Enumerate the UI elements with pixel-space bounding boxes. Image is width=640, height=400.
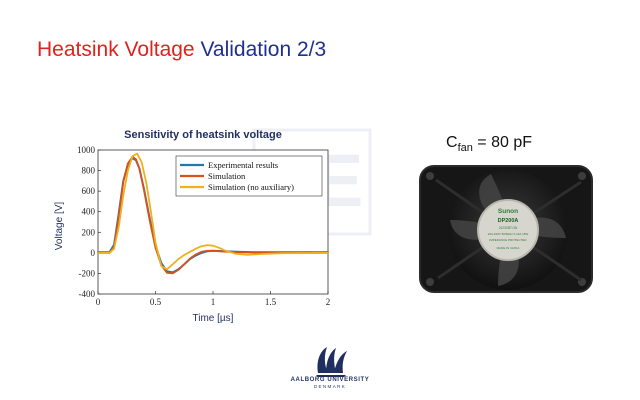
chart-x-axis-label: Time [µs] [193, 313, 234, 324]
heatsink-voltage-chart: Sensitivity of heatsink voltage Voltage … [48, 122, 338, 327]
series-line-3 [97, 152, 329, 271]
x-tick-label: 1 [211, 297, 216, 307]
cfan-subscript: fan [457, 142, 473, 155]
fan-sticker-line5: MADE IN CHINA [497, 246, 520, 250]
chart-title: Sensitivity of heatsink voltage [124, 129, 282, 141]
y-tick-label: 0 [91, 248, 96, 258]
slide-title: Heatsink Voltage Validation 2/3 [37, 37, 326, 63]
fan-sticker-line2: 2123XBT.GN [499, 226, 518, 230]
university-logo [316, 347, 347, 377]
x-tick-label: 0.5 [150, 297, 162, 307]
chart-svg: Sensitivity of heatsink voltage Voltage … [54, 129, 331, 324]
legend-label-3: Simulation (no auxiliary) [208, 182, 294, 192]
y-tick-label: 1000 [77, 145, 96, 155]
legend-label-2: Simulation [208, 171, 246, 181]
y-tick-label: 600 [82, 186, 96, 196]
title-rest: Validation 2/3 [194, 38, 327, 61]
y-tick-label: -400 [79, 289, 96, 299]
cooling-fan-image: Sunon DP200A 2123XBT.GN 220-240V 50/60Hz… [419, 165, 593, 293]
y-tick-label: -200 [79, 268, 96, 278]
y-tick-label: 800 [82, 166, 96, 176]
fan-sticker-line4: IMPEDANCE PROTECTED [489, 238, 527, 242]
title-highlight: Heatsink Voltage [37, 38, 195, 61]
fan-sticker-model: DP200A [498, 218, 519, 224]
cfan-value: = 80 pF [472, 134, 533, 151]
x-tick-label: 2 [326, 297, 331, 307]
y-tick-label: 400 [82, 207, 96, 217]
series-line-2 [97, 155, 329, 275]
legend-label-1: Experimental results [208, 160, 278, 170]
university-country: DENMARK [313, 384, 347, 389]
chart-y-axis-label: Voltage [V] [54, 202, 65, 251]
x-tick-label: 0 [96, 297, 101, 307]
fan-capacitance-label: Cfan = 80 pF [446, 134, 532, 154]
fan-sticker-line3: 220-240V 50/60Hz 0.14A 15W [488, 232, 529, 236]
university-name: AALBORG UNIVERSITY [290, 377, 370, 383]
x-tick-label: 1.5 [265, 297, 277, 307]
cfan-symbol: C [446, 134, 458, 151]
y-tick-label: 200 [82, 227, 96, 237]
fan-sticker-brand: Sunon [498, 208, 518, 215]
